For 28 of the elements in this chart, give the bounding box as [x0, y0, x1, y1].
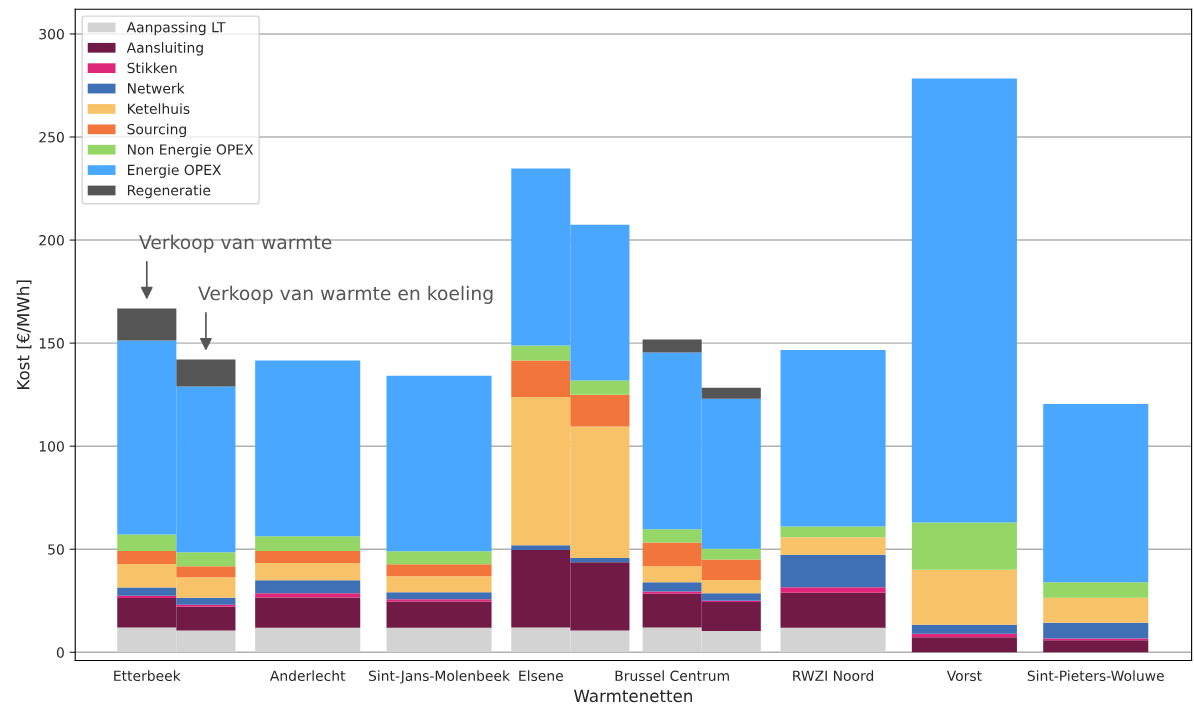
y-tick-label: 50 [48, 544, 64, 555]
x-tick-label: Vorst [946, 670, 982, 682]
x-tick-label: RWZI Noord [793, 670, 874, 682]
x-tick-label: Sint-Jans-Molenbeek [368, 670, 510, 684]
y-axis-title: Kost [€/MWh] [16, 280, 32, 389]
legend-label: Stikken [127, 62, 177, 74]
legend-label: Energie OPEX [127, 164, 221, 178]
legend-label: Aansluiting [126, 42, 203, 56]
legend-label: Ketelhuis [127, 103, 190, 114]
y-tick-label: 150 [39, 338, 64, 349]
legend-label: Non Energie OPEX [127, 144, 254, 158]
legend-label: Regeneratie [127, 184, 211, 199]
x-tick-label: Sint-Pieters-Woluwe [1027, 670, 1164, 682]
legend-label: Netwerk [127, 82, 185, 94]
y-tick-label: 300 [39, 28, 64, 40]
y-tick-label: 200 [39, 235, 64, 246]
x-tick-label: Elsene [519, 670, 563, 682]
legend-label: Sourcing [127, 123, 186, 138]
annotation: Verkoop van warmte en koeling [198, 285, 493, 304]
y-tick-label: 0 [56, 647, 64, 658]
x-tick-label: Etterbeek [114, 670, 181, 682]
legend-label: Aanpassing LT [126, 21, 226, 36]
y-tick-label: 100 [39, 441, 64, 452]
x-tick-label: Anderlecht [269, 670, 346, 682]
annotation: Verkoop van warmte [139, 234, 332, 253]
x-axis-title: Warmtenetten [574, 689, 692, 703]
y-tick-label: 250 [39, 131, 64, 143]
x-tick-label: Brussel Centrum [615, 670, 729, 682]
